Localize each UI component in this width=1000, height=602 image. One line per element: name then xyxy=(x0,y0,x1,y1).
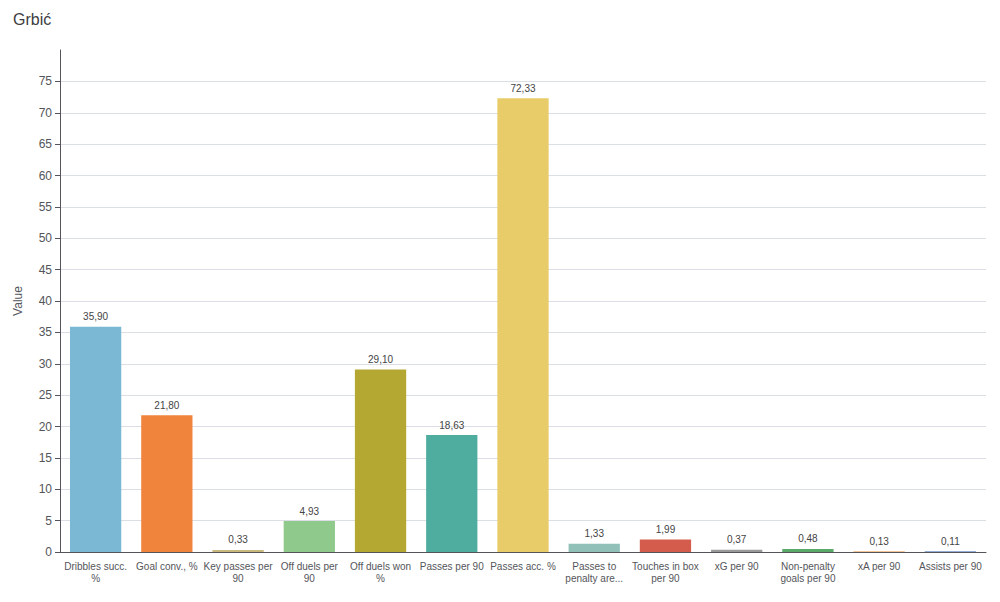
svg-text:Goal conv., %: Goal conv., % xyxy=(136,561,198,572)
svg-text:0,11: 0,11 xyxy=(941,536,960,547)
svg-text:5: 5 xyxy=(45,514,52,528)
svg-text:Assists per 90: Assists per 90 xyxy=(919,561,982,572)
svg-text:20: 20 xyxy=(39,420,53,434)
svg-text:xG per 90: xG per 90 xyxy=(715,561,759,572)
svg-text:4,93: 4,93 xyxy=(300,506,320,517)
svg-text:1,33: 1,33 xyxy=(584,528,604,539)
svg-text:25: 25 xyxy=(39,388,53,402)
svg-text:goals per 90: goals per 90 xyxy=(780,573,835,584)
svg-text:Passes acc. %: Passes acc. % xyxy=(490,561,556,572)
svg-text:0,37: 0,37 xyxy=(727,534,747,545)
svg-text:65: 65 xyxy=(39,137,53,151)
svg-text:35: 35 xyxy=(39,325,53,339)
svg-text:55: 55 xyxy=(39,200,53,214)
svg-text:Non-penalty: Non-penalty xyxy=(781,561,835,572)
svg-text:Passes per 90: Passes per 90 xyxy=(420,561,484,572)
svg-text:1,99: 1,99 xyxy=(656,524,676,535)
svg-text:%: % xyxy=(91,573,100,584)
svg-text:Touches in box: Touches in box xyxy=(632,561,699,572)
svg-text:70: 70 xyxy=(39,106,53,120)
svg-text:35,90: 35,90 xyxy=(83,311,108,322)
svg-text:45: 45 xyxy=(39,263,53,277)
svg-text:Key passes per: Key passes per xyxy=(204,561,274,572)
svg-text:75: 75 xyxy=(39,74,53,88)
svg-text:18,63: 18,63 xyxy=(439,420,464,431)
svg-text:0,48: 0,48 xyxy=(798,533,818,544)
svg-text:Off duels per: Off duels per xyxy=(281,561,339,572)
svg-text:40: 40 xyxy=(39,294,53,308)
svg-text:0: 0 xyxy=(45,545,52,559)
svg-text:15: 15 xyxy=(39,451,53,465)
svg-text:29,10: 29,10 xyxy=(368,354,393,365)
svg-text:Value: Value xyxy=(11,286,25,316)
svg-text:90: 90 xyxy=(233,573,245,584)
svg-text:90: 90 xyxy=(304,573,316,584)
svg-text:50: 50 xyxy=(39,231,53,245)
svg-text:Off duels won: Off duels won xyxy=(350,561,411,572)
svg-text:per 90: per 90 xyxy=(651,573,680,584)
svg-text:Passes to: Passes to xyxy=(572,561,616,572)
svg-text:penalty are...: penalty are... xyxy=(565,573,623,584)
svg-text:xA per 90: xA per 90 xyxy=(858,561,901,572)
svg-text:Grbić: Grbić xyxy=(13,11,51,28)
svg-text:0,33: 0,33 xyxy=(228,534,248,545)
svg-text:72,33: 72,33 xyxy=(510,83,535,94)
svg-text:Dribbles succ.: Dribbles succ. xyxy=(64,561,127,572)
svg-text:10: 10 xyxy=(39,482,53,496)
svg-text:30: 30 xyxy=(39,357,53,371)
svg-text:0,13: 0,13 xyxy=(869,536,889,547)
svg-text:60: 60 xyxy=(39,169,53,183)
svg-text:21,80: 21,80 xyxy=(154,400,179,411)
svg-text:%: % xyxy=(376,573,385,584)
